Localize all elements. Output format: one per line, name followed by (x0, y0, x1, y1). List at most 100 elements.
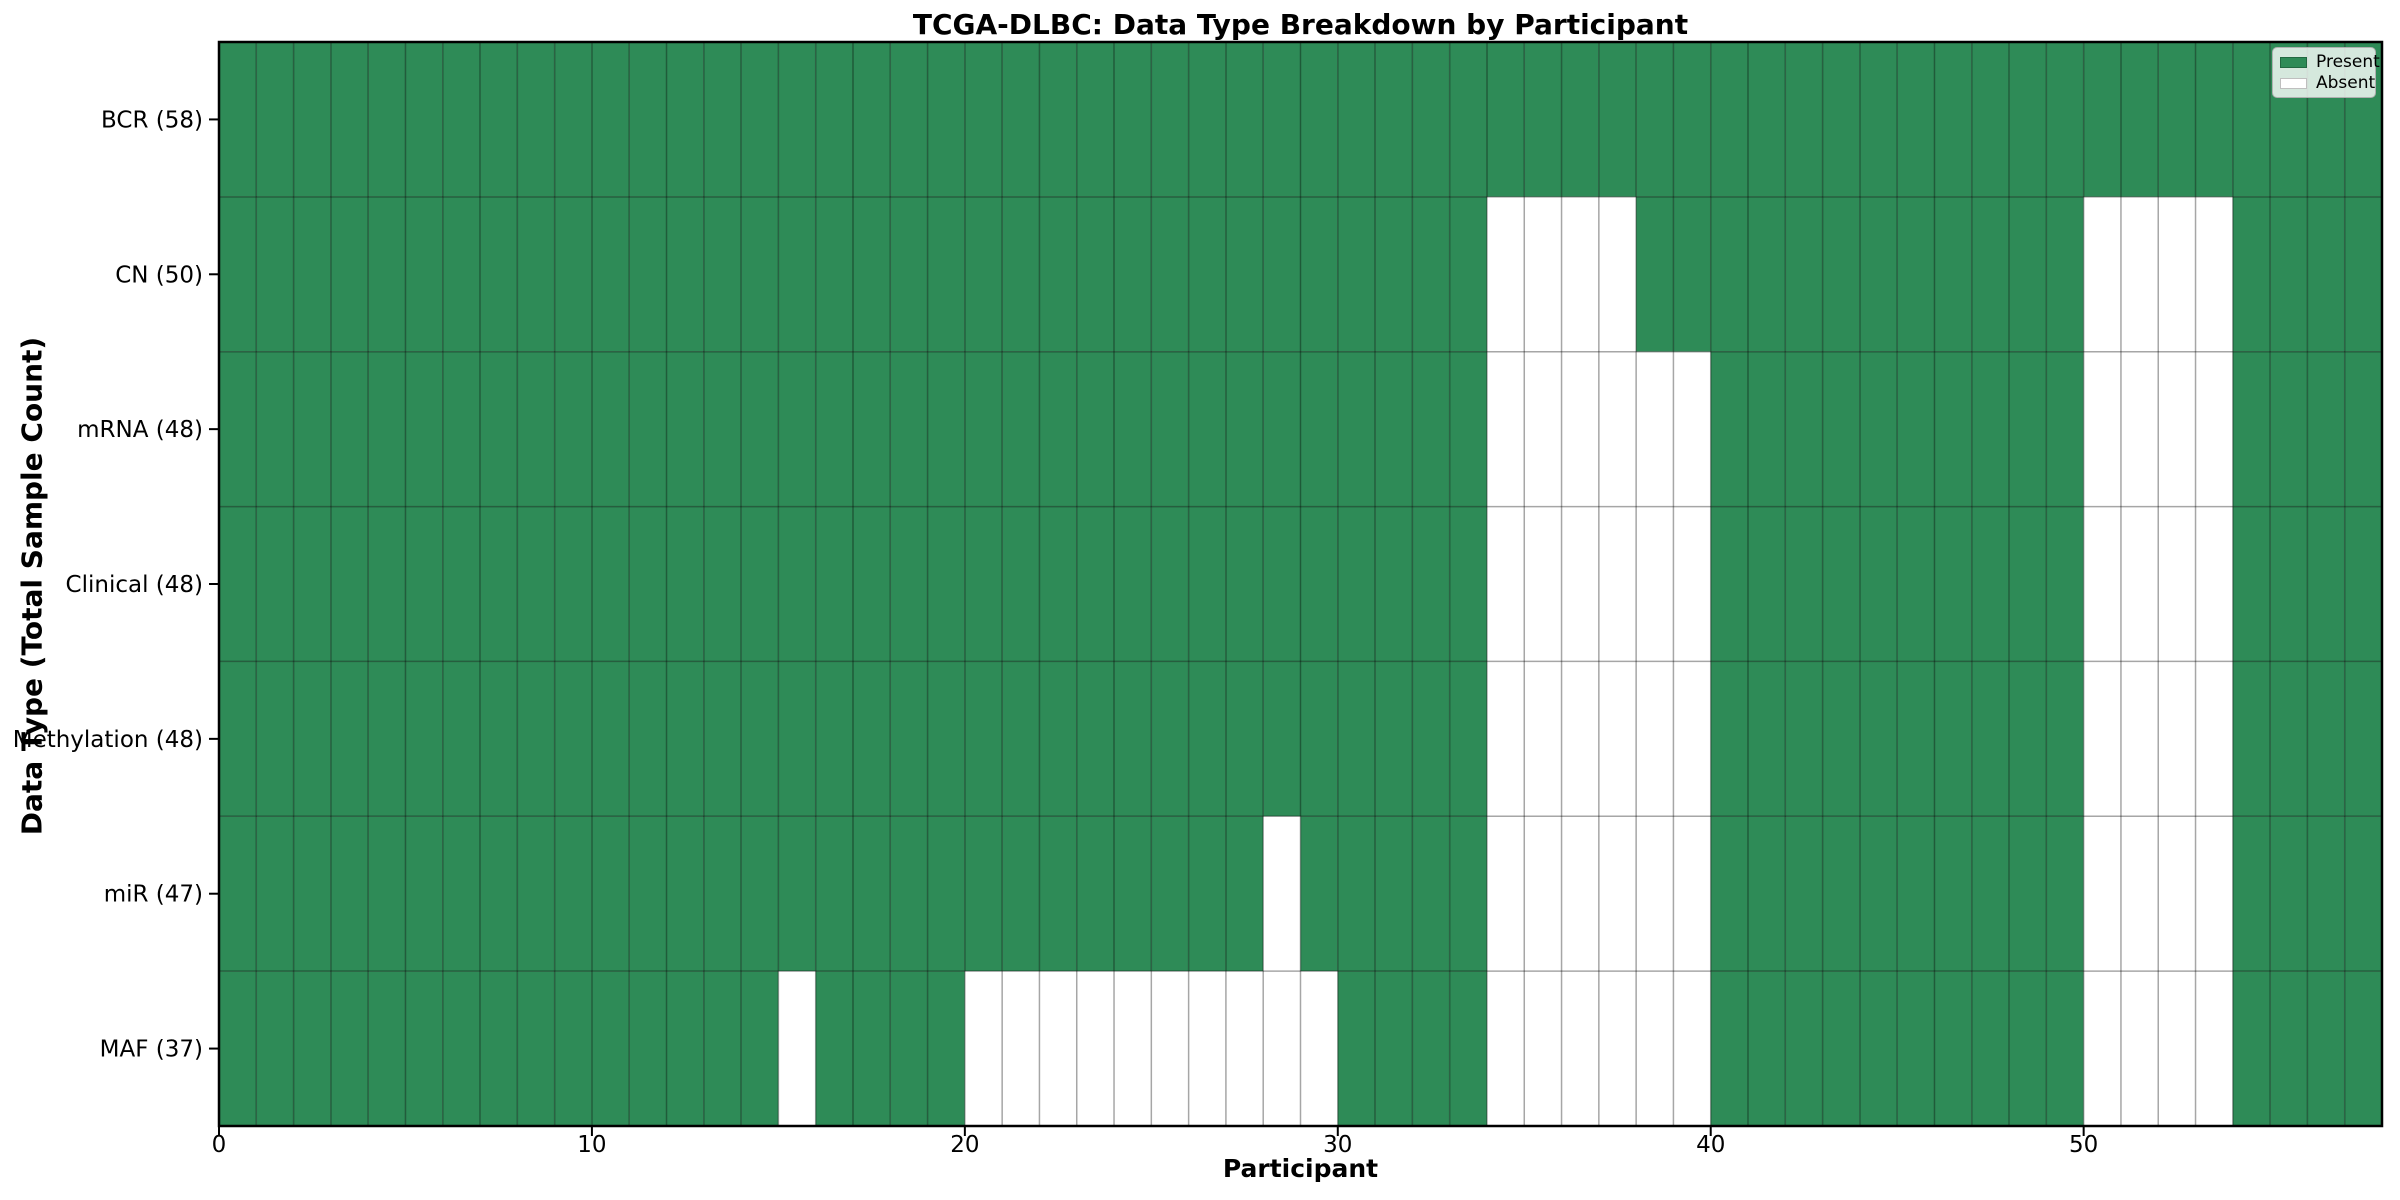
heatmap-cell (852, 816, 891, 972)
heatmap-cell (2083, 42, 2121, 197)
heatmap-cell (666, 506, 704, 662)
heatmap-cell (1114, 661, 1152, 817)
heatmap-cell (2083, 971, 2121, 1126)
heatmap-cell (2307, 506, 2345, 662)
heatmap-cell (815, 661, 853, 817)
heatmap-cell (2009, 971, 2047, 1126)
heatmap-cell (1561, 506, 1599, 662)
heatmap-cell (1524, 661, 1562, 817)
heatmap-cell (1598, 971, 1637, 1126)
heatmap-cell (1263, 196, 1301, 352)
heatmap-cell (480, 661, 518, 817)
heatmap-cell (2158, 506, 2196, 662)
heatmap-cell (1785, 196, 1823, 352)
heatmap-cell (890, 506, 928, 662)
heatmap-cell (1337, 351, 1376, 507)
heatmap-cell (1785, 506, 1823, 662)
heatmap-cell (890, 196, 928, 352)
heatmap-cell (1710, 506, 1749, 662)
x-tick-label: 10 (577, 1132, 606, 1158)
heatmap-cell (517, 351, 555, 507)
y-tick-label: Methylation (48) (13, 727, 203, 753)
heatmap-cell (2158, 196, 2196, 352)
heatmap-cell (1710, 661, 1749, 817)
heatmap-cell (703, 42, 742, 197)
heatmap-cell (2083, 816, 2121, 972)
heatmap-cell (1039, 196, 1077, 352)
heatmap-cell (1897, 196, 1935, 352)
heatmap-cell (591, 506, 630, 662)
heatmap-cell (2195, 196, 2233, 352)
heatmap-cell (1748, 196, 1786, 352)
heatmap-cell (1971, 196, 2010, 352)
heatmap-cell (1934, 42, 1972, 197)
heatmap-cell (1971, 971, 2010, 1126)
heatmap-cell (1151, 506, 1189, 662)
heatmap-cell (2232, 506, 2271, 662)
heatmap-cell (2158, 971, 2196, 1126)
heatmap-cell (1002, 351, 1040, 507)
heatmap-cell (2232, 816, 2271, 972)
heatmap-cell (1412, 506, 1450, 662)
heatmap-cell (2046, 351, 2084, 507)
heatmap-cell (554, 351, 592, 507)
heatmap-cell (1710, 816, 1749, 972)
heatmap-cell (2120, 661, 2159, 817)
heatmap-cell (1412, 661, 1450, 817)
heatmap-cell (1225, 971, 1264, 1126)
heatmap-cell (2120, 196, 2159, 352)
heatmap-cell (405, 971, 443, 1126)
heatmap-cell (368, 816, 406, 972)
heatmap-cell (1598, 42, 1637, 197)
heatmap-cell (703, 661, 742, 817)
heatmap-cell (2046, 196, 2084, 352)
heatmap-cell (1822, 661, 1860, 817)
heatmap-cell (442, 506, 481, 662)
heatmap-cell (1039, 506, 1077, 662)
heatmap-cell (815, 351, 853, 507)
heatmap-cell (815, 506, 853, 662)
heatmap-cell (2232, 971, 2271, 1126)
heatmap-cell (1748, 42, 1786, 197)
heatmap-cell (1002, 971, 1040, 1126)
heatmap-cell (1934, 971, 1972, 1126)
heatmap-cell (666, 351, 704, 507)
heatmap-cell (1375, 196, 1413, 352)
heatmap-cell (480, 351, 518, 507)
heatmap-cell (815, 971, 853, 1126)
heatmap-cell (591, 42, 630, 197)
heatmap-cell (2046, 506, 2084, 662)
heatmap-cell (1225, 816, 1264, 972)
heatmap-cell (1039, 661, 1077, 817)
heatmap-cell (517, 816, 555, 972)
heatmap-cell (554, 506, 592, 662)
heatmap-cell (1524, 351, 1562, 507)
heatmap-cell (330, 661, 369, 817)
heatmap-cell (256, 971, 294, 1126)
heatmap-cell (2270, 661, 2308, 817)
heatmap-cell (1822, 196, 1860, 352)
heatmap-cell (591, 196, 630, 352)
heatmap-cell (1598, 351, 1637, 507)
heatmap-cell (1263, 42, 1301, 197)
x-tick-label: 0 (212, 1132, 227, 1158)
heatmap-cell (2232, 351, 2271, 507)
heatmap-cell (1076, 42, 1115, 197)
heatmap-cell (778, 351, 816, 507)
heatmap-cell (1225, 351, 1264, 507)
heatmap-cell (1859, 816, 1898, 972)
plot-border (217, 40, 2384, 1128)
heatmap-cell (1188, 351, 1226, 507)
heatmap-cell (330, 196, 369, 352)
heatmap-cell (591, 661, 630, 817)
heatmap-cell (591, 351, 630, 507)
heatmap-cell (517, 42, 555, 197)
heatmap-cell (554, 661, 592, 817)
heatmap-cell (442, 816, 481, 972)
heatmap-cell (330, 506, 369, 662)
heatmap-cell (666, 196, 704, 352)
heatmap-cell (368, 351, 406, 507)
heatmap-cell (1337, 196, 1376, 352)
heatmap-cell (1486, 196, 1525, 352)
heatmap-cell (293, 816, 331, 972)
